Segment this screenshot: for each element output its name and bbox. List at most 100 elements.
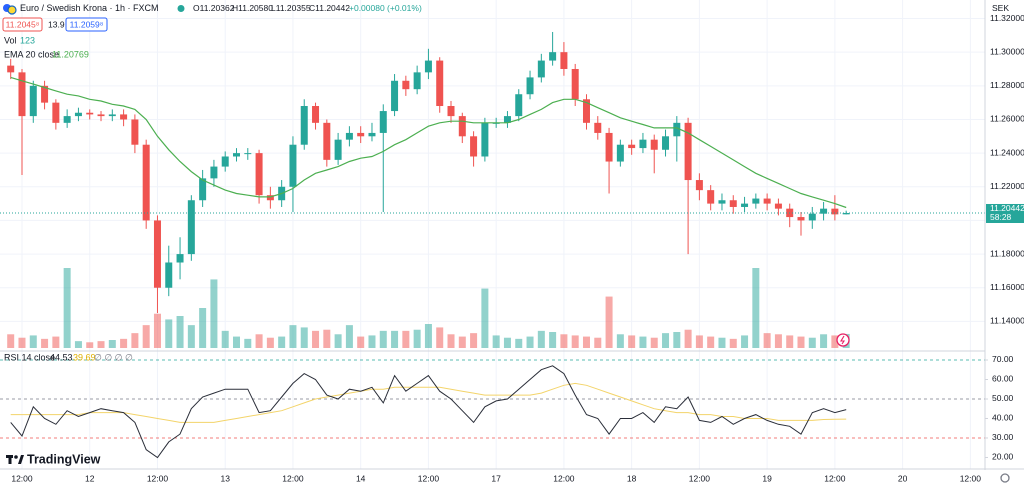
candle-body: [447, 106, 455, 117]
buy-price[interactable]: 11.2059⁸: [70, 19, 104, 29]
volume-bar: [221, 330, 229, 348]
candle-body: [29, 85, 37, 117]
volume-bar: [18, 337, 26, 348]
x-tick-label: 12:00: [11, 473, 33, 483]
volume-bar: [29, 335, 37, 348]
x-tick-label: 12:00: [824, 473, 846, 483]
volume-legend-value: 123: [20, 35, 35, 45]
candle-body: [436, 60, 444, 107]
volume-bar: [199, 308, 207, 348]
volume-bar: [537, 330, 545, 348]
volume-bar: [52, 336, 60, 348]
settings-icon[interactable]: [1000, 473, 1010, 483]
rsi-ma-line: [10, 382, 847, 423]
x-tick-label: 12:00: [553, 473, 575, 483]
volume-bar: [605, 296, 613, 348]
volume-bar: [650, 337, 658, 348]
candles: [0, 31, 985, 313]
candle-body: [774, 203, 782, 209]
rsi-pane: [0, 359, 985, 459]
volume-bar: [108, 340, 116, 348]
ema-legend[interactable]: EMA 20 close: [4, 49, 59, 59]
candle-body: [165, 262, 173, 288]
candle-body: [616, 144, 624, 162]
volume-bar: [312, 330, 320, 348]
candle-body: [63, 116, 71, 123]
currency[interactable]: SEK: [992, 3, 1009, 13]
volume-bar: [131, 333, 139, 348]
candle-body: [312, 106, 320, 123]
volume-bar: [210, 279, 218, 348]
candle-body: [153, 220, 161, 288]
candle-body: [741, 203, 749, 207]
volume-bar: [526, 336, 534, 348]
candle-body: [289, 144, 297, 187]
candle-body: [41, 85, 49, 103]
volume-bar: [786, 335, 794, 348]
x-tick-label: 13: [220, 473, 230, 483]
candle-body: [266, 195, 274, 201]
y-tick-label: 11.30000: [990, 46, 1024, 56]
rsi-tick-label: 60.00: [992, 374, 1014, 384]
volume-bar: [187, 325, 195, 348]
volume-bar: [244, 338, 252, 348]
ohlc-change: +0.00080 (+0.01%): [349, 3, 422, 13]
rsi-legend[interactable]: RSI 14 close: [4, 352, 55, 362]
candle-body: [255, 153, 263, 196]
volume-bar: [741, 335, 749, 348]
candle-body: [628, 144, 636, 149]
candle-body: [7, 65, 15, 73]
ohlc-close: C11.20442: [309, 3, 350, 13]
candle-body: [503, 116, 511, 123]
volume-legend[interactable]: Vol: [4, 35, 17, 45]
y-tick-label: 11.22000: [990, 181, 1024, 191]
candle-body: [52, 102, 60, 123]
candle-body: [120, 114, 128, 120]
candle-body: [718, 200, 726, 204]
volume-bar: [582, 336, 590, 348]
volume-bar: [447, 334, 455, 348]
logo: TradingView: [6, 452, 101, 466]
volume-bar: [831, 335, 839, 348]
candle-body: [605, 132, 613, 162]
buy-button[interactable]: [65, 17, 108, 32]
candle-body: [86, 112, 94, 115]
rsi-tick-label: 40.00: [992, 413, 1014, 423]
volume-bar: [673, 332, 681, 348]
x-tick-label: 12:00: [282, 473, 304, 483]
volume-bar: [470, 333, 478, 348]
candle-body: [763, 198, 771, 204]
volume-bar: [503, 337, 511, 348]
candle-body: [673, 122, 681, 137]
candle-body: [684, 122, 692, 181]
volume-bar: [266, 337, 274, 348]
candle-body: [458, 116, 466, 137]
candle-body: [176, 254, 184, 263]
rsi-tick-label: 20.00: [992, 452, 1014, 462]
candle-body: [808, 213, 816, 221]
symbol-title[interactable]: Euro / Swedish Krona · 1h · FXCM: [20, 3, 159, 13]
sell-price[interactable]: 11.2045⁸: [6, 19, 40, 29]
candle-body: [820, 208, 828, 214]
y-tick-label: 11.14000: [990, 316, 1024, 326]
candle-body: [233, 153, 240, 157]
x-tick-label: 12:00: [147, 473, 169, 483]
last-price-label: 11.20442: [990, 203, 1024, 213]
volume-bar: [345, 325, 353, 348]
x-tick-label: 12:00: [960, 473, 982, 483]
sell-button[interactable]: [2, 17, 43, 32]
volume-bar: [379, 330, 387, 348]
event-icon[interactable]: [836, 333, 850, 347]
volume-bar: [594, 337, 602, 348]
candle-body: [187, 200, 195, 255]
rsi-ma-legend-value: 39.69: [73, 352, 96, 362]
volume-bar: [7, 334, 15, 348]
market-status: [177, 5, 185, 12]
volume-bar: [492, 335, 500, 348]
x-tick-label: 12: [85, 473, 95, 483]
candle-body: [470, 136, 478, 157]
volume-bar: [639, 336, 647, 348]
candle-body: [650, 139, 658, 150]
volume-bar: [368, 335, 376, 348]
